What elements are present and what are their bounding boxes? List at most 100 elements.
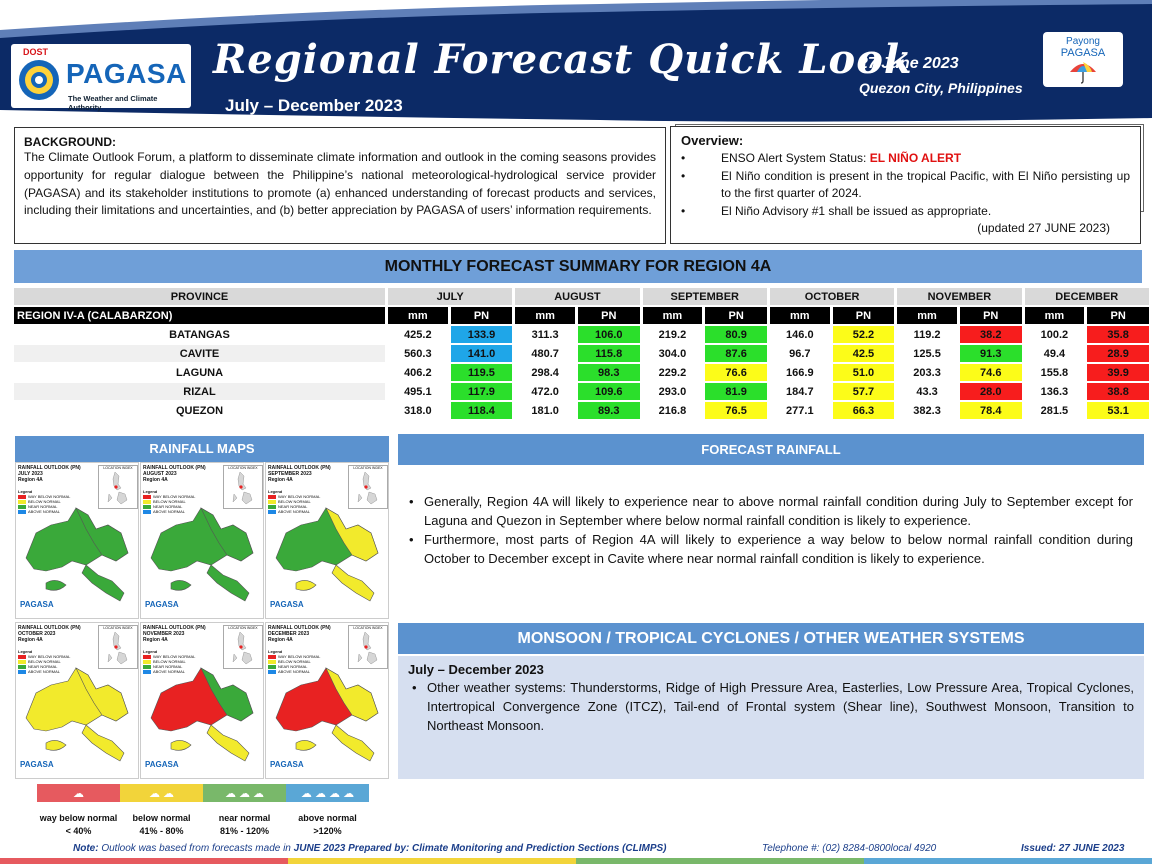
mm-value-cell: 96.7 <box>789 347 811 360</box>
pn-value-cell: 78.4 <box>959 402 1022 419</box>
logo-tagline: The Weather and Climate Authority <box>68 94 158 112</box>
background-box: BACKGROUND: The Climate Outlook Forum, a… <box>14 127 666 244</box>
mm-value-cell: 49.4 <box>1043 347 1066 360</box>
pn-value-cell: 133.9 <box>450 326 513 343</box>
mm-value-cell: 146.0 <box>786 328 814 341</box>
mm-header: mm <box>769 307 830 324</box>
panel-legend-label: NEAR NORMAL <box>153 504 183 509</box>
map-title-month: JULY 2023 <box>18 471 43 477</box>
panel-legend-label: ABOVE NORMAL <box>278 669 311 674</box>
panel-legend-label: NEAR NORMAL <box>278 504 308 509</box>
pn-value-cell: 66.3 <box>832 402 895 419</box>
panel-legend-label: WAY BELOW NORMAL <box>28 654 71 659</box>
month-header: AUGUST <box>515 288 640 305</box>
location-index-inset: LOCATION INDEX <box>348 625 388 669</box>
page-title: Regional Forecast Quick Look <box>213 36 913 83</box>
panel-legend-row: BELOW NORMAL <box>268 659 320 664</box>
pn-value-cell: 119.5 <box>450 364 513 381</box>
forecast-table-body: BATANGAS 425.2 133.9 311.3 106.0 219.2 80.9 146… <box>14 326 1149 419</box>
panel-legend-label: BELOW NORMAL <box>278 499 311 504</box>
map-title-line: RAINFALL OUTLOOK (PN) <box>18 465 81 471</box>
panel-legend-label: BELOW NORMAL <box>28 499 61 504</box>
location-index-inset: LOCATION INDEX <box>223 465 263 509</box>
mm-header: mm <box>388 307 448 324</box>
province-cell: BATANGAS <box>169 328 230 341</box>
panel-legend-label: ABOVE NORMAL <box>28 669 61 674</box>
map-title-month: NOVEMBER 2023 <box>143 631 185 637</box>
panel-legend-label: BELOW NORMAL <box>28 659 61 664</box>
forecast-rainfall-item: Furthermore, most parts of Region 4A wil… <box>405 530 1133 568</box>
legend-label: below normal 41% - 80% <box>120 812 203 838</box>
mm-header: mm <box>897 307 957 324</box>
table-month-header: PROVINCE JULY AUGUST SEPTEMBER OCTOBER N… <box>14 288 1149 305</box>
pn-header: PN <box>1087 307 1149 324</box>
mm-value-cell: 480.7 <box>531 347 559 360</box>
panel-legend-row: BELOW NORMAL <box>18 659 70 664</box>
footer-stripe-green <box>576 858 864 864</box>
panel-legend-label: NEAR NORMAL <box>153 664 183 669</box>
region-4a-map <box>150 507 254 602</box>
mm-value-cell: 100.2 <box>1040 328 1069 341</box>
pn-value-cell: 141.0 <box>450 345 513 362</box>
philippines-locator-icon <box>357 631 378 665</box>
philippines-locator-icon <box>232 631 253 665</box>
map-title-region: Region 4A <box>18 637 43 643</box>
map-title-month: DECEMBER 2023 <box>268 631 310 637</box>
mm-value-cell: 136.3 <box>1040 385 1069 398</box>
panel-legend-label: NEAR NORMAL <box>28 664 58 669</box>
rainfall-map-panel: RAINFALL OUTLOOK (PN) DECEMBER 2023 Region… <box>265 622 389 779</box>
mm-header: mm <box>642 307 703 324</box>
legend-label: near normal 81% - 120% <box>203 812 286 838</box>
monsoon-list: Other weather systems: Thunderstorms, Ri… <box>408 678 1134 735</box>
legend-range: 41% - 80% <box>139 826 184 836</box>
rainfall-map-panel: RAINFALL OUTLOOK (PN) AUGUST 2023 Region 4… <box>140 462 264 619</box>
pn-value-cell: 74.6 <box>959 364 1022 381</box>
location-index-label: LOCATION INDEX <box>228 626 258 630</box>
mm-value-cell: 298.4 <box>531 366 559 379</box>
panel-legend-label: ABOVE NORMAL <box>28 509 61 514</box>
map-panel-logo: PAGASA <box>20 600 54 609</box>
overview-item-condition: El Niño condition is present in the trop… <box>681 168 1130 203</box>
legend-category: way below normal <box>39 813 118 823</box>
panel-legend-title: Legend <box>18 649 33 654</box>
pn-value-cell: 117.9 <box>450 383 513 400</box>
legend-category: near normal <box>218 813 271 823</box>
mm-value-cell: 277.1 <box>786 404 814 417</box>
footer-note-label: Note: <box>73 843 99 854</box>
table-row: LAGUNA 406.2 119.5 298.4 98.3 229.2 76.6 166.9 5… <box>14 364 1149 381</box>
map-panel-legend: Legend WAY BELOW NORMAL BELOW NORMAL NEAR N… <box>268 489 320 514</box>
panel-legend-row: NEAR NORMAL <box>143 664 195 669</box>
province-cell: LAGUNA <box>175 366 224 379</box>
table-row: QUEZON 318.0 118.4 181.0 89.3 216.8 76.5 277.1 6… <box>14 402 1149 419</box>
legend-category: above normal <box>298 813 357 823</box>
panel-legend-row: WAY BELOW NORMAL <box>268 494 320 499</box>
monsoon-subtitle: July – December 2023 <box>408 662 544 677</box>
background-text: The Climate Outlook Forum, a platform to… <box>24 150 656 218</box>
forecast-rainfall-item: Generally, Region 4A will likely to expe… <box>405 492 1133 530</box>
map-title-month: SEPTEMBER 2023 <box>268 471 312 477</box>
map-panel-title: RAINFALL OUTLOOK (PN) NOVEMBER 2023 Region… <box>143 625 206 643</box>
panel-legend-title: Legend <box>268 489 283 494</box>
pn-header: PN <box>832 307 895 324</box>
panel-legend-row: BELOW NORMAL <box>18 499 70 504</box>
panel-legend-label: ABOVE NORMAL <box>153 509 186 514</box>
panel-legend-label: BELOW NORMAL <box>153 659 186 664</box>
pn-value-cell: 80.9 <box>705 326 767 343</box>
mm-value-cell: 472.0 <box>531 385 559 398</box>
mm-value-cell: 281.5 <box>1040 404 1069 417</box>
forecast-rainfall-list: Generally, Region 4A will likely to expe… <box>405 492 1133 568</box>
forecast-table: PROVINCE JULY AUGUST SEPTEMBER OCTOBER N… <box>11 286 1152 421</box>
province-header: PROVINCE <box>14 288 385 305</box>
rain-cloud-icon: ☁ <box>73 787 84 800</box>
overview-item-advisory: El Niño Advisory #1 shall be issued as a… <box>681 203 1130 221</box>
mm-value-cell: 293.0 <box>658 385 687 398</box>
mm-value-cell: 125.5 <box>913 347 941 360</box>
map-title-region: Region 4A <box>268 637 293 643</box>
panel-legend-label: WAY BELOW NORMAL <box>278 654 321 659</box>
panel-legend-row: WAY BELOW NORMAL <box>18 654 70 659</box>
monsoon-box: July – December 2023 Other weather syste… <box>398 656 1144 779</box>
table-row: RIZAL 495.1 117.9 472.0 109.6 293.0 81.9 184.7 5… <box>14 383 1149 400</box>
mm-value-cell: 406.2 <box>404 366 432 379</box>
panel-legend-row: WAY BELOW NORMAL <box>18 494 70 499</box>
region-label: REGION IV-A (CALABARZON) <box>14 307 385 324</box>
